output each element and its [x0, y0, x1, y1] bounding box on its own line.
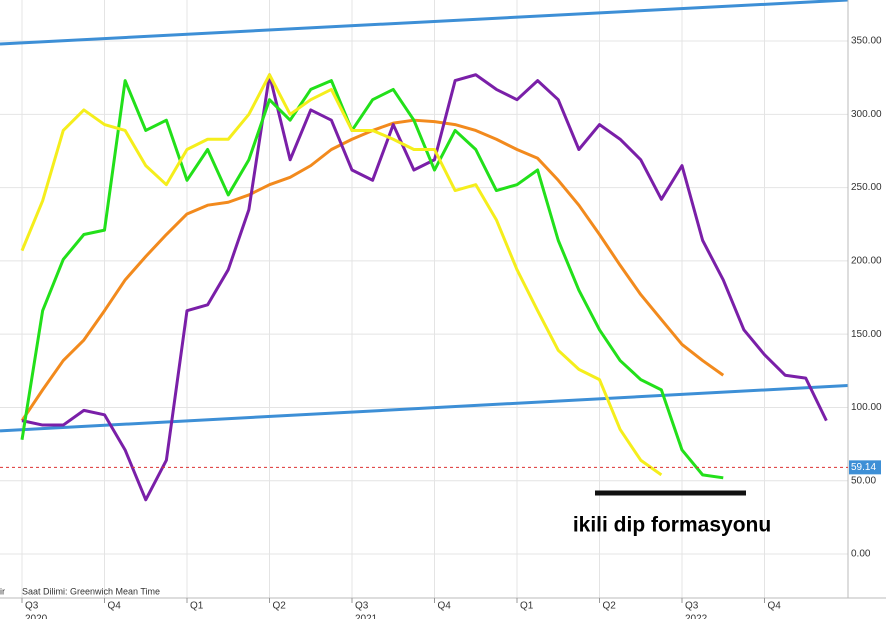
x-tick-label: Q2: [603, 601, 617, 612]
y-tick-label: 150.00: [851, 329, 882, 340]
x-tick-label: Q1: [520, 601, 534, 612]
x-tick-label: Q4: [108, 601, 122, 612]
lines-layer: [0, 0, 848, 502]
y-tick-label: 100.00: [851, 402, 882, 413]
series-line: [20, 118, 725, 422]
trend-line: [0, 0, 848, 46]
x-tick-label: Q4: [768, 601, 782, 612]
y-tick-label: 200.00: [851, 256, 882, 267]
y-tick-label: 300.00: [851, 109, 882, 120]
last-price-label: 59.14: [851, 462, 876, 473]
series-line: [21, 73, 828, 502]
x-tick-label: Q1: [190, 601, 204, 612]
series-line: [20, 79, 724, 480]
y-tick-label: 0.00: [851, 549, 871, 560]
grid-layer: [0, 0, 848, 598]
footer-text: Saat Dilimi: Greenwich Mean Time: [22, 586, 160, 596]
y-tick-label: 350.00: [851, 36, 882, 47]
x-tick-label: Q3: [685, 601, 699, 612]
series-line: [20, 73, 663, 477]
trend-line: [0, 383, 848, 433]
year-label: 2020: [25, 614, 48, 619]
x-tick-label: Q3: [25, 601, 39, 612]
year-label: 2021: [355, 614, 378, 619]
x-tick-label: Q2: [273, 601, 287, 612]
annotation: ikili dip formasyonu: [573, 514, 771, 537]
y-tick-label: 250.00: [851, 182, 882, 193]
y-tick-label: 50.00: [851, 475, 876, 486]
last-price-tag: [849, 460, 881, 475]
year-label: 2022: [685, 614, 708, 619]
footer-text: ir: [0, 586, 5, 596]
x-tick-label: Q4: [438, 601, 452, 612]
x-tick-label: Q3: [355, 601, 369, 612]
